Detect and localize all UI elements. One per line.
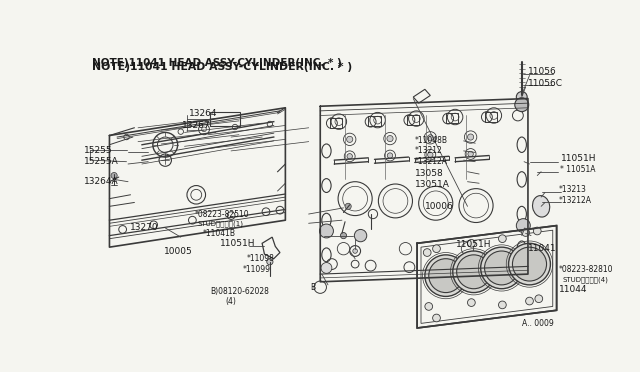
Circle shape bbox=[468, 151, 474, 157]
Circle shape bbox=[347, 136, 353, 142]
Text: 11044: 11044 bbox=[559, 285, 588, 294]
Circle shape bbox=[516, 219, 531, 232]
Text: *13212: *13212 bbox=[415, 147, 442, 155]
Circle shape bbox=[111, 173, 117, 179]
Circle shape bbox=[387, 135, 393, 142]
Text: *08223-82510: *08223-82510 bbox=[195, 209, 250, 218]
Circle shape bbox=[433, 314, 440, 322]
Circle shape bbox=[425, 255, 467, 296]
Circle shape bbox=[355, 230, 367, 242]
Circle shape bbox=[467, 134, 474, 140]
Text: 15255: 15255 bbox=[84, 147, 113, 155]
Circle shape bbox=[515, 98, 529, 112]
Text: 11056C: 11056C bbox=[528, 78, 563, 88]
Text: *08223-82810: *08223-82810 bbox=[559, 265, 614, 274]
Text: 13270: 13270 bbox=[131, 224, 159, 232]
Text: 11056: 11056 bbox=[528, 67, 557, 76]
Text: B)08120-62028: B)08120-62028 bbox=[210, 286, 269, 295]
Text: 13264: 13264 bbox=[189, 109, 217, 118]
Text: B: B bbox=[310, 283, 316, 292]
Text: *11098: *11098 bbox=[246, 254, 275, 263]
Circle shape bbox=[267, 259, 273, 265]
Circle shape bbox=[428, 135, 433, 141]
Circle shape bbox=[533, 227, 541, 235]
Circle shape bbox=[340, 232, 347, 239]
Circle shape bbox=[499, 301, 506, 309]
Text: *13213: *13213 bbox=[559, 185, 587, 194]
Circle shape bbox=[457, 255, 491, 289]
Circle shape bbox=[452, 251, 495, 293]
Circle shape bbox=[481, 247, 522, 289]
Circle shape bbox=[484, 251, 518, 285]
Circle shape bbox=[345, 203, 351, 209]
Text: 11041: 11041 bbox=[528, 244, 557, 253]
Circle shape bbox=[425, 302, 433, 310]
Circle shape bbox=[516, 92, 527, 102]
Text: 13267: 13267 bbox=[182, 121, 211, 130]
Text: STUDスタッド(4): STUDスタッド(4) bbox=[562, 276, 608, 283]
Circle shape bbox=[467, 299, 476, 307]
Circle shape bbox=[423, 249, 431, 256]
Circle shape bbox=[509, 243, 550, 285]
Text: * 11051A: * 11051A bbox=[561, 165, 596, 174]
Circle shape bbox=[319, 224, 333, 238]
Text: (4): (4) bbox=[226, 296, 237, 305]
Text: NOTE)11041 HEAD ASSY-CYLINDER(INC. * ): NOTE)11041 HEAD ASSY-CYLINDER(INC. * ) bbox=[92, 62, 352, 71]
Text: 11051H: 11051H bbox=[456, 240, 492, 249]
Circle shape bbox=[429, 259, 463, 293]
Text: 15255A: 15255A bbox=[84, 157, 118, 166]
Text: 10006: 10006 bbox=[425, 202, 454, 211]
Circle shape bbox=[535, 295, 543, 302]
Ellipse shape bbox=[532, 196, 550, 217]
Circle shape bbox=[522, 229, 529, 236]
Circle shape bbox=[467, 240, 476, 247]
Circle shape bbox=[433, 245, 440, 253]
Circle shape bbox=[347, 154, 353, 159]
Circle shape bbox=[513, 247, 547, 281]
Text: 13058: 13058 bbox=[415, 170, 444, 179]
Text: 11051H: 11051H bbox=[561, 154, 596, 163]
Text: 13264A: 13264A bbox=[84, 177, 118, 186]
Text: A.. 0009: A.. 0009 bbox=[522, 319, 554, 328]
Text: 11051H: 11051H bbox=[220, 239, 255, 248]
Text: *13212A: *13212A bbox=[415, 157, 448, 166]
Circle shape bbox=[499, 235, 506, 243]
Text: 13051A: 13051A bbox=[415, 180, 450, 189]
Text: NOTE)11041 HEAD ASSY-CYLINDER(INC. * ): NOTE)11041 HEAD ASSY-CYLINDER(INC. * ) bbox=[92, 58, 341, 68]
Circle shape bbox=[353, 249, 358, 253]
Circle shape bbox=[428, 152, 433, 157]
Text: *11048B: *11048B bbox=[415, 137, 448, 145]
Circle shape bbox=[525, 297, 533, 305]
Text: *11099: *11099 bbox=[243, 265, 271, 274]
Text: STUDスタッド(1): STUDスタッド(1) bbox=[198, 220, 244, 227]
Text: 10005: 10005 bbox=[164, 247, 193, 256]
Text: *11041B: *11041B bbox=[202, 229, 236, 238]
Text: *13212A: *13212A bbox=[559, 196, 592, 205]
Circle shape bbox=[321, 263, 332, 273]
Circle shape bbox=[387, 153, 393, 158]
